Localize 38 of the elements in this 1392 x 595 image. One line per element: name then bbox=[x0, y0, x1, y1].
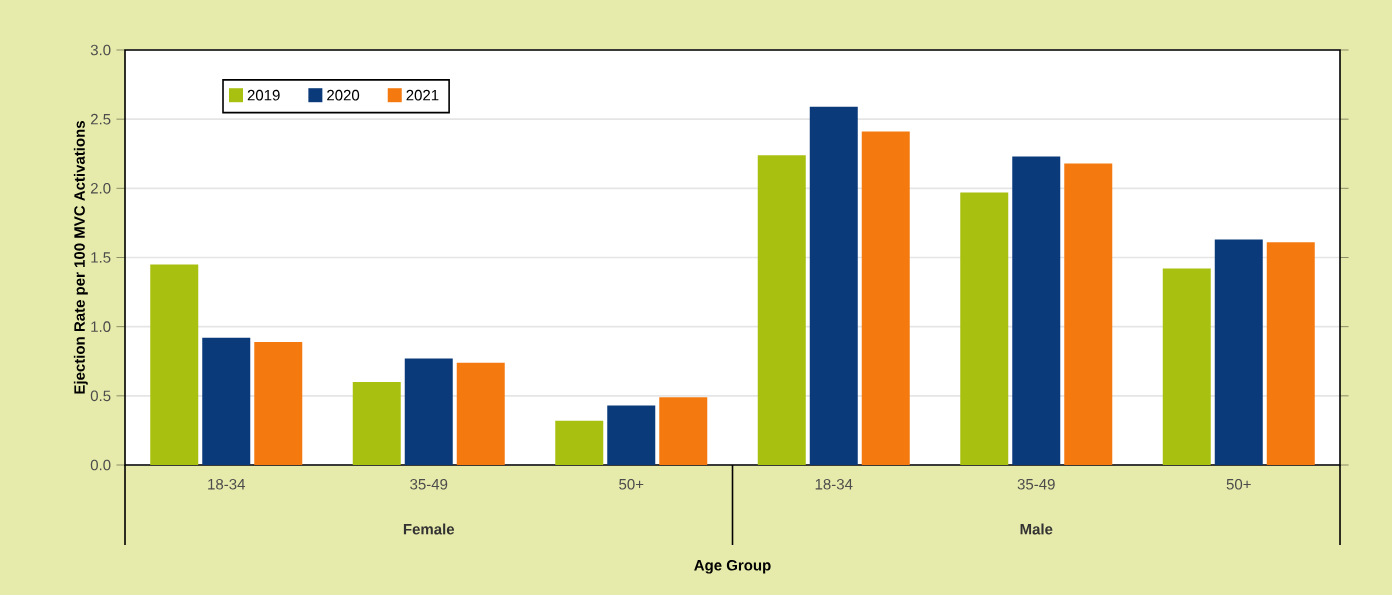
x-tick-label: 50+ bbox=[1226, 478, 1251, 490]
x-tick-label: 35-49 bbox=[410, 478, 448, 490]
bar bbox=[960, 192, 1009, 465]
x-tick-label: 18-34 bbox=[815, 478, 853, 490]
bar bbox=[809, 106, 858, 465]
bar bbox=[555, 420, 604, 465]
legend-label: 2019 bbox=[247, 89, 280, 101]
bar bbox=[352, 382, 401, 465]
bar bbox=[607, 405, 656, 465]
y-tick-label: 0.5 bbox=[90, 390, 111, 402]
y-tick-label: 2.5 bbox=[90, 113, 111, 125]
bar bbox=[1012, 156, 1061, 465]
y-tick-label: 1.5 bbox=[91, 252, 111, 263]
bar bbox=[659, 397, 708, 465]
x-tick-label: 35-49 bbox=[1017, 478, 1055, 490]
bar bbox=[456, 362, 505, 465]
bar bbox=[150, 264, 199, 465]
x-axis-title: Age Group bbox=[694, 559, 771, 574]
bar bbox=[1064, 163, 1113, 465]
x-tick-label: 18-34 bbox=[208, 478, 245, 490]
y-tick-label: 0.0 bbox=[90, 459, 111, 471]
bar bbox=[254, 341, 303, 465]
legend-label: 2020 bbox=[327, 89, 360, 101]
bar bbox=[404, 358, 453, 465]
bar bbox=[202, 337, 251, 465]
y-tick-label: 3.0 bbox=[90, 44, 111, 56]
y-axis-title: Ejection Rate per 100 MVC Activations bbox=[73, 121, 88, 394]
legend-label: 2021 bbox=[406, 89, 439, 101]
text: Male bbox=[1020, 523, 1053, 535]
bar bbox=[861, 131, 910, 465]
y-tick-label: 2.0 bbox=[90, 183, 111, 194]
x-tick-label: 50+ bbox=[619, 478, 644, 490]
bar bbox=[1162, 268, 1211, 465]
bar bbox=[1266, 242, 1315, 465]
y-tick-label: 1.0 bbox=[91, 321, 111, 332]
bar bbox=[1214, 239, 1263, 465]
text: Female bbox=[403, 523, 455, 535]
bar bbox=[757, 155, 806, 465]
